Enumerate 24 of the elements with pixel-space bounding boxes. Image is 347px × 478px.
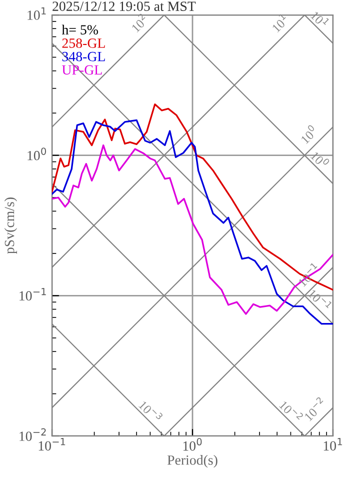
annotation: 10$^{−1}$ [308, 287, 332, 312]
y-tick-label: 10$^{1}$ [28, 7, 46, 20]
legend-title: h= 5% [62, 24, 98, 35]
annotation: 10$^{−2}$ [302, 396, 327, 422]
annotation: 10$^{−2}$ [278, 398, 304, 424]
text: 258-GL [62, 38, 105, 48]
annotation: 10$^{−3}$ [138, 398, 164, 424]
annotation: 10$^{1}$ [310, 8, 330, 28]
y-tick-label: 10$^{0}$ [28, 148, 46, 160]
x-axis-title: Period(s) [167, 455, 218, 468]
x-tick-label: 10$^{1}$ [324, 438, 342, 451]
annotation: 10$^{1}$ [270, 13, 290, 33]
y-axis-title: pSv(cm/s) [4, 198, 17, 254]
y-tick-label: 10$^{−2}$ [20, 428, 46, 441]
annotation: 10$^{0}$ [310, 149, 330, 169]
x-tick-label: 10$^{0}$ [183, 438, 202, 451]
annotation: 10$^{0}$ [298, 124, 318, 144]
text: 348-GL [62, 52, 105, 62]
annotation: 10$^{2}$ [129, 13, 149, 33]
annotation: 10$^{−1}$ [296, 262, 321, 287]
x-tick-label: 10$^{−1}$ [38, 438, 66, 451]
text: UP-GL [62, 65, 102, 75]
y-tick-label: 10$^{−1}$ [20, 288, 46, 301]
chart-title: 2025/12/12 19:05 at MST [52, 2, 196, 12]
